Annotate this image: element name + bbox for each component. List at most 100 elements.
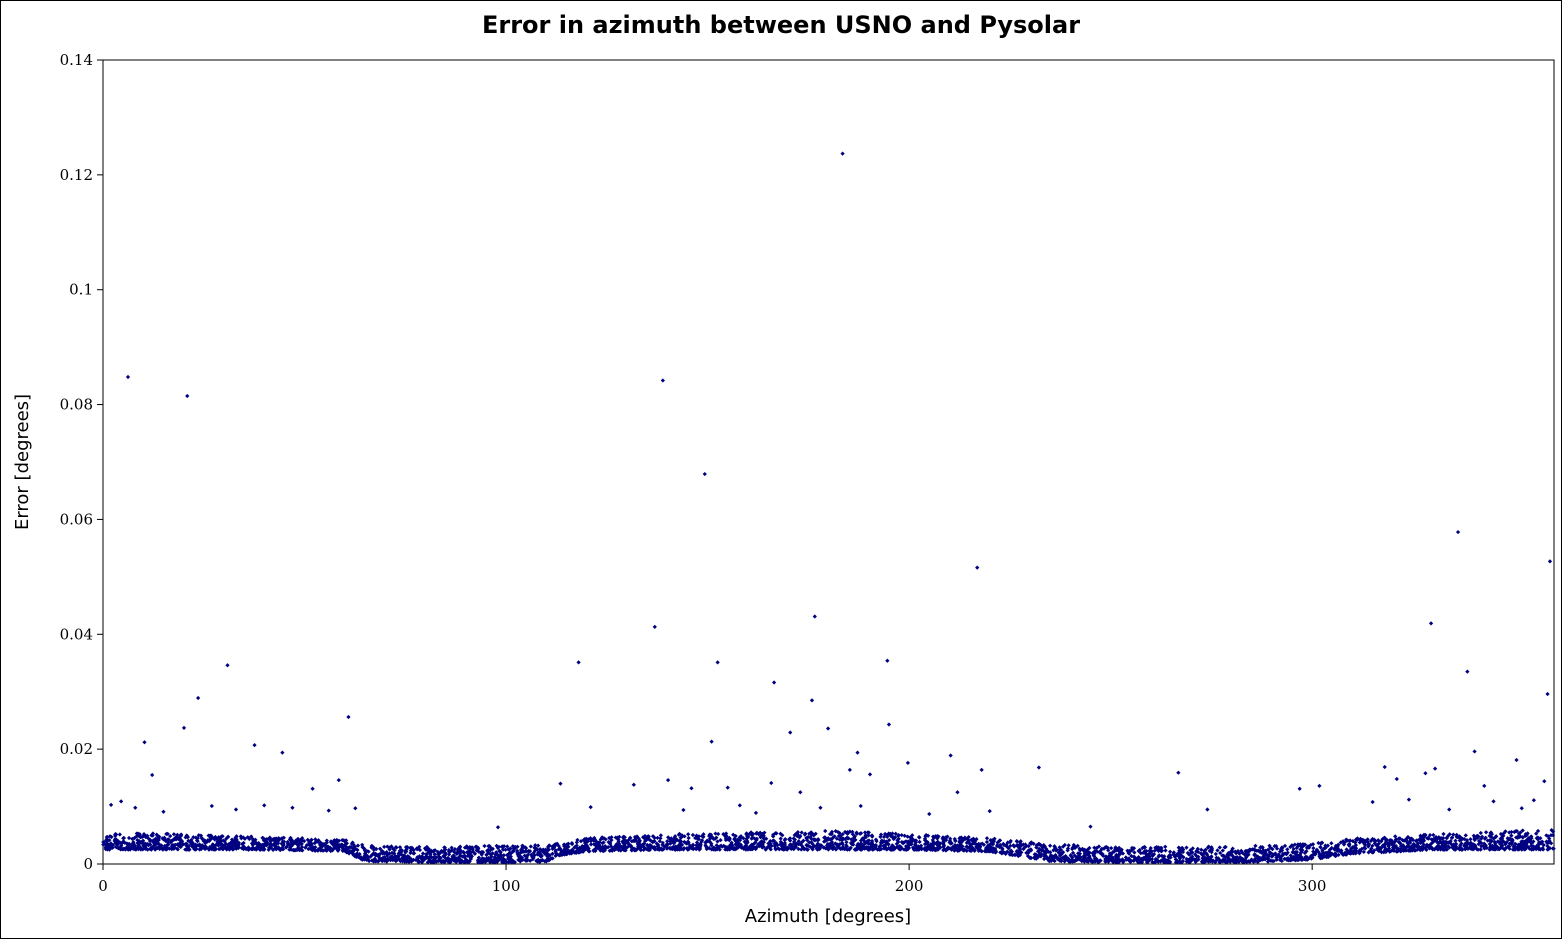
data-point — [715, 660, 720, 665]
chart-title: Error in azimuth between USNO and Pysola… — [482, 11, 1080, 39]
plot-area — [102, 59, 1555, 865]
data-point — [1310, 855, 1315, 860]
data-point — [917, 839, 922, 844]
data-point — [665, 778, 671, 783]
data-point — [393, 844, 399, 850]
data-point — [769, 780, 774, 786]
data-point — [1468, 837, 1473, 842]
data-point — [714, 835, 719, 840]
data-point — [686, 835, 691, 841]
data-point — [658, 833, 663, 838]
data-point — [195, 695, 201, 701]
y-tick-label: 0.08 — [60, 396, 93, 414]
data-point — [432, 852, 437, 857]
data-point — [495, 825, 501, 830]
data-point — [520, 843, 525, 848]
data-point — [1184, 845, 1189, 850]
data-point — [979, 767, 984, 772]
data-point — [420, 851, 426, 856]
data-point — [1482, 783, 1487, 789]
data-point — [181, 725, 187, 731]
data-point — [1329, 841, 1334, 846]
data-point — [1300, 847, 1305, 853]
data-point — [249, 834, 254, 839]
y-tick-label: 0 — [83, 855, 93, 873]
data-point — [1483, 830, 1489, 835]
data-point — [858, 803, 863, 809]
data-point — [476, 846, 481, 851]
data-point — [1478, 847, 1483, 852]
data-point — [588, 842, 594, 847]
data-point — [1157, 853, 1162, 858]
data-point — [569, 841, 575, 847]
data-point — [840, 832, 845, 837]
data-point — [1455, 529, 1461, 535]
data-point — [1463, 833, 1468, 838]
y-tick-label: 0.04 — [60, 625, 93, 643]
data-point — [1432, 766, 1438, 771]
data-point — [655, 835, 660, 840]
data-point — [682, 839, 687, 845]
data-point — [810, 847, 815, 852]
data-point — [133, 805, 138, 810]
data-point — [948, 753, 953, 758]
data-point — [142, 740, 147, 745]
y-tick-label: 0.14 — [60, 51, 93, 69]
data-point — [984, 836, 990, 841]
data-point — [1414, 838, 1419, 843]
data-point — [503, 847, 508, 852]
data-point — [355, 843, 361, 848]
data-point — [788, 730, 793, 735]
data-point — [1270, 852, 1275, 857]
data-point — [147, 838, 153, 843]
data-point — [974, 836, 979, 842]
data-point — [893, 831, 898, 836]
data-point — [749, 842, 754, 847]
data-point — [290, 805, 295, 810]
data-point — [280, 750, 285, 755]
data-point — [1123, 855, 1129, 860]
y-tick-label: 0.12 — [60, 166, 93, 184]
data-point — [725, 785, 730, 790]
data-point — [310, 786, 315, 791]
data-point — [798, 790, 803, 795]
data-point — [353, 806, 358, 811]
data-point — [482, 843, 487, 849]
data-point — [1311, 846, 1316, 851]
data-point — [1168, 849, 1173, 854]
data-point — [1036, 765, 1042, 770]
data-point — [922, 841, 928, 847]
data-point — [858, 831, 864, 836]
data-point — [1163, 848, 1168, 853]
data-point — [703, 843, 708, 848]
data-point — [1509, 833, 1514, 838]
data-point — [686, 832, 691, 837]
data-point — [873, 837, 879, 842]
data-point — [1075, 843, 1080, 849]
data-point — [225, 663, 230, 668]
data-point — [1215, 848, 1220, 853]
data-point — [862, 830, 868, 835]
data-point — [1507, 830, 1512, 835]
data-point — [1428, 621, 1434, 626]
data-point — [690, 832, 696, 838]
y-tick-label: 0.1 — [69, 281, 93, 299]
y-axis-label: Error [degrees] — [12, 394, 33, 530]
data-point — [847, 767, 852, 772]
data-point — [1285, 847, 1290, 852]
data-point — [916, 834, 922, 840]
data-point — [1531, 798, 1536, 803]
data-point — [855, 750, 860, 755]
data-point — [1150, 860, 1155, 865]
data-point — [473, 844, 478, 850]
data-point — [899, 833, 904, 838]
data-point — [470, 849, 475, 854]
data-point — [709, 739, 714, 744]
data-point — [1423, 771, 1428, 776]
data-points — [101, 151, 1556, 865]
data-point — [452, 846, 458, 852]
data-point — [1503, 829, 1508, 834]
data-point — [1270, 858, 1275, 864]
data-point — [347, 844, 353, 850]
